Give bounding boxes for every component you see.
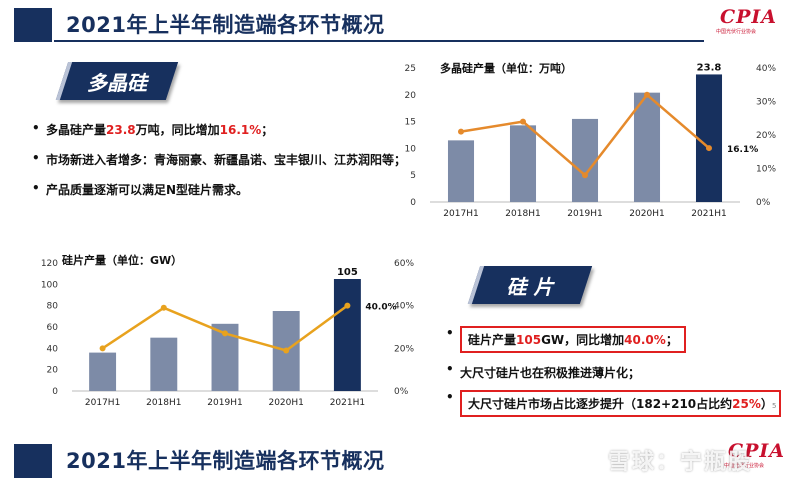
- line-point: [160, 304, 167, 311]
- y2-tick-label: 60%: [394, 259, 414, 269]
- x-tick-label: 2021H1: [330, 398, 365, 408]
- polysilicon-chart: 0 5 10 15 20 25 0% 10% 20% 30% 40% 2017H1 2018H1 2019…: [405, 62, 777, 219]
- bar: [571, 118, 599, 202]
- bullet-item: 大尺寸硅片市场占比逐步提升（182+210占比约25%）: [444, 390, 781, 417]
- watermark: 雪球：宁瓶股: [608, 450, 753, 475]
- wafer-chart: 0 20 40 60 80 100 120 0% 20% 40% 60% 2017H1 2018H1 20…: [41, 259, 415, 408]
- highlight-box: 硅片产量105GW，同比增加40.0%；: [460, 326, 686, 353]
- y-tick-label: 100: [41, 280, 58, 290]
- page-number: 5: [772, 402, 777, 410]
- highlight-box: 大尺寸硅片市场占比逐步提升（182+210占比约25%）: [460, 390, 781, 417]
- badge-label: 多晶硅: [87, 71, 147, 95]
- bar: [509, 125, 537, 202]
- bullet-item: 硅片产量105GW，同比增加40.0%；: [444, 326, 781, 353]
- logo-subtitle: 中国光伏行业协会: [724, 463, 765, 469]
- line-point: [99, 345, 106, 352]
- bar: [150, 337, 178, 391]
- line-point: [344, 302, 351, 309]
- y-tick-label: 80: [47, 302, 59, 312]
- y2-tick-label: 0%: [756, 198, 771, 208]
- header-accent-block: [14, 444, 52, 478]
- wafer-bullets: 硅片产量105GW，同比增加40.0%； 大尺寸硅片也在积极推进薄片化； 大尺寸…: [444, 326, 781, 430]
- bullet-item: 产品质量逐渐可以满足N型硅片需求。: [30, 181, 406, 198]
- y-tick-label: 20: [405, 91, 417, 101]
- x-tick-label: 2019H1: [207, 398, 242, 408]
- x-tick-label: 2018H1: [505, 209, 540, 219]
- footer-header-bar: 2021年上半年制造端各环节概况: [0, 436, 800, 478]
- line-point: [582, 172, 588, 179]
- line-point: [520, 118, 526, 125]
- x-tick-label: 2017H1: [443, 209, 478, 219]
- line-point: [458, 128, 464, 135]
- page-title-repeat: 2021年上半年制造端各环节概况: [66, 449, 385, 473]
- bar: [447, 140, 475, 202]
- x-tick-label: 2020H1: [629, 209, 664, 219]
- y2-tick-label: 20%: [394, 344, 414, 354]
- y-tick-label: 60: [47, 323, 59, 333]
- bullet-item: 大尺寸硅片也在积极推进薄片化；: [444, 362, 781, 381]
- y-tick-label: 5: [410, 171, 416, 181]
- page-title: 2021年上半年制造端各环节概况: [66, 13, 385, 37]
- bar: [633, 92, 661, 202]
- y2-tick-label: 40%: [756, 64, 776, 74]
- wafer-badge: 硅 片: [467, 266, 593, 304]
- cpia-logo-repeat: CPIA 中国光伏行业协会: [722, 438, 798, 472]
- line-data-label: 16.1%: [727, 145, 758, 155]
- y-tick-label: 40: [47, 344, 59, 354]
- x-tick-label: 2020H1: [268, 398, 303, 408]
- header-rule: [54, 40, 704, 42]
- y-tick-label: 15: [405, 118, 416, 128]
- y2-tick-label: 40%: [394, 302, 414, 312]
- y2-tick-label: 0%: [394, 387, 409, 397]
- bar-data-label: 105: [337, 267, 358, 278]
- y-tick-label: 10: [405, 144, 417, 154]
- y2-tick-label: 30%: [756, 98, 776, 108]
- x-tick-label: 2021H1: [691, 209, 726, 219]
- header-bar: 2021年上半年制造端各环节概况: [0, 0, 800, 42]
- chart-title-wafer: 硅片产量（单位：GW）: [62, 254, 183, 267]
- cpia-logo: CPIA 中国光伏行业协会: [714, 4, 790, 38]
- line-point: [706, 145, 712, 152]
- logo-text: CPIA: [728, 440, 786, 462]
- y-tick-label: 25: [405, 64, 416, 74]
- x-tick-label: 2018H1: [146, 398, 181, 408]
- y2-tick-label: 10%: [756, 165, 776, 175]
- y-tick-label: 20: [47, 366, 59, 376]
- polysilicon-badge: 多晶硅: [55, 62, 179, 100]
- line-data-label: 40.0%: [365, 303, 396, 313]
- line-point: [283, 347, 290, 354]
- y-tick-label: 0: [52, 387, 58, 397]
- polysilicon-bullets: 多晶硅产量23.8万吨，同比增加16.1%； 市场新进入者增多：青海丽豪、新疆晶…: [30, 121, 406, 211]
- x-tick-label: 2017H1: [85, 398, 120, 408]
- badge-label: 硅 片: [506, 275, 554, 299]
- y-tick-label: 120: [41, 259, 58, 269]
- bullet-item: 多晶硅产量23.8万吨，同比增加16.1%；: [30, 121, 406, 138]
- line-point: [222, 330, 228, 337]
- bar: [333, 279, 361, 391]
- chart-title-polysilicon: 多晶硅产量（单位：万吨）: [440, 62, 572, 75]
- logo-text: CPIA: [720, 6, 778, 28]
- header-accent-block: [14, 8, 52, 42]
- x-tick-label: 2019H1: [567, 209, 602, 219]
- bar: [695, 74, 723, 202]
- y-tick-label: 0: [410, 198, 416, 208]
- line-point: [644, 91, 650, 98]
- bar: [89, 352, 117, 391]
- bullet-item: 市场新进入者增多：青海丽豪、新疆晶诺、宝丰银川、江苏润阳等；: [30, 151, 406, 168]
- logo-subtitle: 中国光伏行业协会: [716, 29, 757, 35]
- bar-data-label: 23.8: [697, 62, 722, 73]
- y2-tick-label: 20%: [756, 131, 776, 141]
